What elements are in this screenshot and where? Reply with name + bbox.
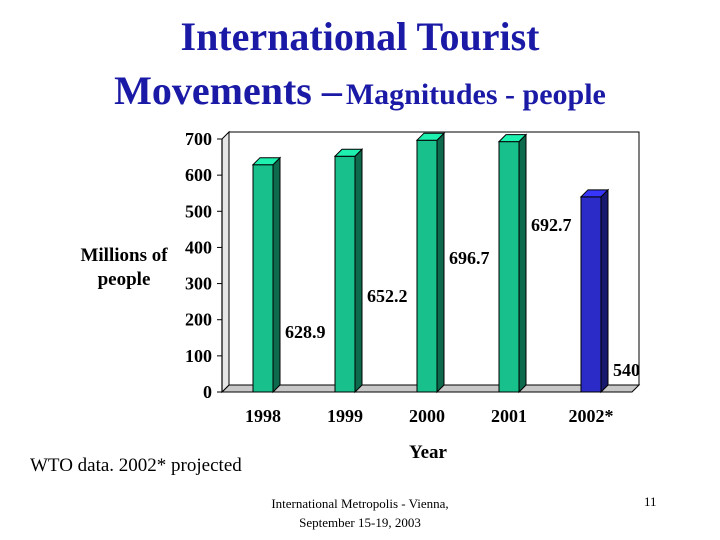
bar-side <box>272 156 281 394</box>
footer-text: International Metropolis - Vienna, Septe… <box>240 494 480 532</box>
y-tick-label: 200 <box>185 310 212 330</box>
y-tick-label: 600 <box>185 165 212 185</box>
bar-top <box>333 148 364 157</box>
data-label: 628.9 <box>285 322 326 342</box>
x-tick-label: 2000 <box>409 406 445 426</box>
data-label: 652.2 <box>367 286 408 306</box>
source-note: WTO data. 2002* projected <box>30 455 242 476</box>
x-axis-label: Year <box>409 442 448 463</box>
slide-title-line-1: International Tourist <box>180 14 540 59</box>
data-label: 692.7 <box>531 215 572 235</box>
bar-side <box>354 148 363 394</box>
y-tick-label: 300 <box>185 274 212 294</box>
page-number: 11 <box>644 494 657 509</box>
bar <box>580 196 602 393</box>
y-axis-label: Millions of people <box>80 245 168 290</box>
slide-title-line-2: Movements – Magnitudes - people <box>0 68 720 123</box>
bar <box>252 164 274 393</box>
y-tick-label: 700 <box>185 129 212 149</box>
y-tick-label: 100 <box>185 346 212 366</box>
footer-line-1: International Metropolis - Vienna, <box>271 496 449 511</box>
x-tick-label: 2002* <box>569 406 614 426</box>
bar-side <box>600 188 609 394</box>
y-tick-label: 0 <box>203 382 212 402</box>
bar <box>416 139 438 393</box>
x-tick-label: 1999 <box>327 406 363 426</box>
bar-top <box>579 189 610 198</box>
title-main-text: Movements – <box>114 68 342 113</box>
x-tick-label: 2001 <box>491 406 527 426</box>
bar <box>334 155 356 393</box>
y-tick-label: 400 <box>185 237 212 257</box>
bar-top <box>251 157 282 166</box>
bar-top <box>415 132 446 141</box>
data-label: 696.7 <box>449 248 490 268</box>
bar-side <box>436 131 445 394</box>
data-label: 540 <box>613 360 640 380</box>
title-sub-text: Magnitudes - people <box>345 78 606 111</box>
y-tick-label: 500 <box>185 201 212 221</box>
bar-side <box>518 133 527 394</box>
bar <box>498 141 520 393</box>
footer-line-2: September 15-19, 2003 <box>299 515 421 530</box>
plot-side-wall <box>221 130 230 394</box>
bar-top <box>497 134 528 143</box>
x-tick-label: 1998 <box>245 406 281 426</box>
